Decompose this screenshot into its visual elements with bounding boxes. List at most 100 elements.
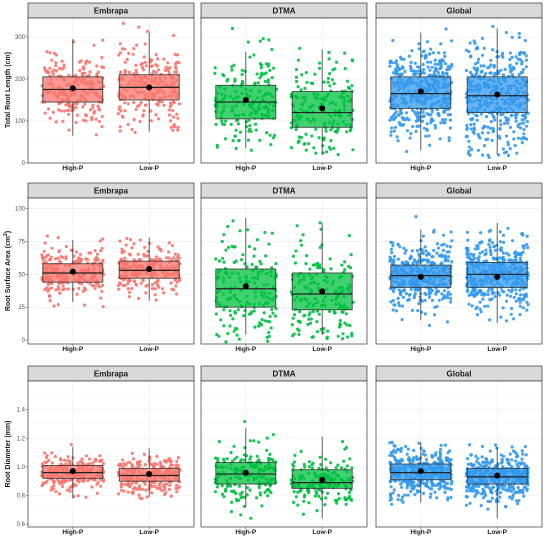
data-point [175, 459, 179, 463]
data-point [230, 459, 234, 463]
data-point [444, 27, 448, 31]
data-point [54, 61, 58, 65]
data-point [518, 122, 522, 126]
data-point [437, 114, 441, 118]
data-point [142, 252, 146, 257]
data-point [220, 484, 224, 488]
data-point [507, 288, 511, 292]
mean-point [146, 84, 153, 91]
data-point [475, 313, 480, 317]
data-point [131, 490, 135, 494]
data-point [523, 117, 527, 121]
data-point [119, 485, 123, 489]
data-point [143, 42, 147, 46]
data-point [123, 283, 127, 287]
data-point [345, 464, 349, 468]
data-point [477, 135, 481, 139]
data-point [301, 233, 305, 237]
data-point [467, 145, 472, 149]
data-point [443, 443, 447, 447]
data-point [501, 306, 505, 310]
data-point [443, 118, 448, 122]
data-point [388, 64, 392, 68]
data-point [299, 449, 303, 453]
data-point [389, 485, 393, 489]
data-point [245, 493, 249, 497]
data-point [429, 113, 433, 117]
data-point [241, 253, 245, 257]
data-point [93, 478, 97, 482]
data-point [506, 118, 510, 122]
data-point [97, 459, 102, 463]
data-point [61, 288, 65, 292]
data-point [315, 509, 319, 513]
data-point [273, 314, 278, 318]
data-point [138, 238, 142, 242]
data-point [240, 72, 244, 76]
data-point [520, 449, 524, 453]
data-point [498, 491, 503, 495]
data-point [423, 291, 427, 295]
data-point [64, 244, 68, 249]
data-point [158, 247, 162, 251]
data-point [123, 101, 127, 105]
data-point [413, 110, 417, 114]
data-point [492, 65, 496, 69]
data-point [170, 463, 174, 467]
data-point [130, 286, 134, 291]
data-point [391, 299, 395, 303]
data-point [403, 493, 407, 497]
data-point [345, 323, 349, 327]
data-point [220, 492, 225, 496]
data-point [85, 59, 89, 63]
data-point [493, 248, 497, 252]
data-point [150, 287, 154, 291]
data-point [469, 258, 473, 262]
data-point [239, 496, 243, 500]
data-point [313, 494, 317, 498]
data-point [515, 151, 519, 155]
data-point [505, 251, 509, 256]
facet-strip-label: DTMA [272, 187, 295, 196]
data-point [424, 457, 428, 462]
data-point [222, 74, 226, 78]
y-tick-label: 200 [15, 77, 26, 83]
data-point [427, 295, 431, 299]
data-point [516, 57, 520, 61]
data-point [432, 230, 436, 234]
data-point [118, 125, 122, 129]
data-point [413, 69, 417, 73]
data-point [398, 108, 403, 112]
data-point [486, 507, 490, 511]
data-point [231, 317, 235, 321]
data-point [442, 110, 447, 114]
data-point [334, 466, 338, 470]
data-point [68, 459, 72, 463]
data-point [474, 113, 478, 117]
data-point [509, 312, 513, 316]
data-point [435, 251, 439, 255]
data-point [407, 54, 411, 58]
data-point [289, 146, 293, 150]
data-point [238, 130, 242, 134]
data-point [59, 458, 63, 462]
data-point [470, 304, 474, 308]
data-point [514, 288, 518, 292]
data-point [427, 288, 431, 292]
data-point [214, 312, 218, 316]
data-point [228, 309, 232, 313]
data-point [57, 250, 61, 254]
x-category-label: Low-P [139, 346, 159, 353]
data-point [448, 245, 452, 249]
data-point [314, 127, 318, 131]
data-point [297, 135, 301, 139]
data-point [477, 484, 481, 488]
data-point [322, 268, 326, 272]
data-point [476, 247, 480, 251]
data-point [515, 61, 519, 65]
data-point [425, 122, 429, 126]
data-point [256, 459, 260, 463]
data-point [491, 130, 495, 134]
data-point [314, 151, 318, 155]
data-point [484, 137, 488, 142]
